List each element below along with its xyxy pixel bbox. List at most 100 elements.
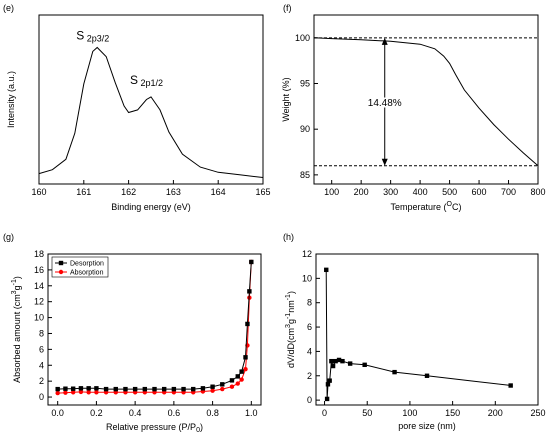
- absorption-point: [243, 367, 248, 372]
- chart-panel-e: (e) 160 161 162 163 164 165 S 2p3/2 S 2p1/2 Bindi…: [3, 3, 271, 212]
- desorption-point: [249, 259, 254, 265]
- pore-distribution-point: [340, 358, 345, 364]
- desorption-point: [152, 386, 157, 392]
- panel-label: (h): [283, 232, 294, 242]
- desorption-point: [245, 321, 250, 327]
- absorption-point: [55, 390, 60, 396]
- x-tick-label: 0: [322, 408, 327, 418]
- pore-distribution-point: [324, 396, 330, 402]
- x-tick-label: 800: [530, 187, 545, 197]
- pore-distribution-point: [424, 373, 430, 378]
- x-tick-label: 700: [501, 187, 516, 197]
- x-tick-label: 0.4: [129, 408, 142, 418]
- tga-weight-line: [313, 37, 539, 167]
- x-tick-label: 163: [166, 187, 181, 197]
- y-axis-label: Weight (%): [281, 77, 291, 121]
- peak-label: S 2p3/2: [76, 29, 109, 44]
- x-tick-label: 200: [488, 408, 503, 418]
- desorption-point: [220, 382, 225, 387]
- desorption-point: [171, 386, 177, 392]
- x-tick-label: 100: [402, 408, 417, 418]
- desorption-point: [113, 386, 118, 392]
- y-axis-label: Absorbed amount (cm3g-1): [11, 276, 22, 383]
- y-tick-label: 4: [39, 360, 44, 370]
- plot-frame-f: [313, 14, 539, 185]
- plot-frame-h: [315, 253, 539, 406]
- x-tick-label: 162: [121, 187, 136, 197]
- y-tick-label: 2: [39, 376, 44, 386]
- legend-marker: [58, 269, 64, 275]
- y-tick-label: 95: [300, 79, 310, 89]
- desorption-point: [200, 386, 206, 391]
- pore-distribution-point: [333, 358, 338, 364]
- y-tick-label: 85: [300, 170, 310, 180]
- x-tick-label: 0.0: [51, 408, 64, 418]
- x-axis-label: Temperature (OC): [391, 201, 462, 212]
- panel-label: (g): [3, 232, 14, 242]
- desorption-line: [57, 261, 252, 390]
- pore-distribution-point: [324, 267, 329, 273]
- legend-marker: [58, 260, 64, 266]
- desorption-point: [103, 386, 109, 392]
- desorption-point: [142, 386, 148, 392]
- x-tick-label: 50: [362, 408, 372, 418]
- legend: Desorption Absorption: [51, 256, 109, 278]
- y-tick-label: 6: [39, 344, 44, 354]
- x-tick-label: 300: [383, 187, 398, 197]
- pore-distribution-point: [330, 363, 336, 369]
- absorption-point: [63, 390, 68, 395]
- desorption-point: [55, 386, 60, 392]
- x-tick-label: 150: [445, 408, 460, 418]
- legend-label: Desorption: [70, 261, 104, 268]
- x-tick-label: 200: [354, 187, 369, 197]
- desorption-point: [210, 384, 215, 389]
- y-tick-label: 8: [307, 298, 312, 308]
- absorption-point: [210, 388, 215, 393]
- absorption-point: [220, 386, 225, 392]
- y-tick-label: 12: [34, 297, 44, 307]
- desorption-point: [191, 386, 196, 392]
- legend-label: Absorption: [70, 270, 104, 277]
- y-axis-label: dV/dD(cm3g-1nm-1): [285, 291, 296, 368]
- x-tick-label: 0.2: [90, 408, 103, 418]
- chart-panel-f: (f) 100 200 300 400 500 600 700 800 85 90 95 100 14.4…: [281, 3, 546, 212]
- x-tick-label: 164: [211, 187, 226, 197]
- absorption-point: [235, 381, 240, 386]
- desorption-point: [229, 378, 235, 383]
- pore-distribution-point: [336, 357, 342, 363]
- desorption-point: [247, 289, 252, 294]
- absorption-point: [86, 390, 91, 395]
- chart-panel-h: (h) 0 50 100 150 200 250 0 2 4 6 8 10 12 pore size (nm…: [283, 232, 546, 431]
- y-tick-label: 8: [39, 328, 44, 338]
- x-axis-label: Relative pressure (P/P0): [106, 422, 203, 434]
- absorption-point: [94, 390, 99, 395]
- pore-distribution-line: [325, 269, 511, 399]
- desorption-point: [123, 386, 128, 392]
- absorption-point: [239, 377, 244, 382]
- plot-frame-e: [38, 14, 264, 185]
- desorption-point: [70, 386, 76, 391]
- desorption-point: [63, 386, 68, 391]
- y-tick-label: 18: [34, 249, 44, 259]
- x-tick-label: 160: [31, 187, 46, 197]
- absorption-point: [78, 389, 84, 395]
- y-tick-label: 14: [34, 281, 44, 291]
- desorption-point: [243, 355, 248, 360]
- pore-distribution-point: [347, 361, 353, 366]
- y-tick-label: 0: [39, 392, 44, 402]
- arrow-head-down: [381, 158, 388, 166]
- desorption-point: [86, 386, 91, 391]
- x-tick-label: 500: [442, 187, 457, 197]
- y-tick-label: 16: [34, 265, 44, 275]
- y-tick-label: 6: [307, 322, 312, 332]
- mass-loss-label: 14.48%: [368, 98, 402, 109]
- pore-distribution-point: [392, 369, 397, 375]
- chart-panel-g: (g) 0.0 0.2 0.4 0.6 0.8 1.0 0 2 4 6 8 10 12 14 16 18 Deso…: [3, 232, 262, 434]
- pore-distribution-point: [325, 382, 331, 387]
- y-tick-label: 90: [300, 124, 310, 134]
- pore-distribution-point: [327, 378, 332, 383]
- y-tick-label: 10: [302, 273, 312, 283]
- desorption-point: [181, 386, 186, 392]
- y-tick-label: 0: [307, 395, 312, 405]
